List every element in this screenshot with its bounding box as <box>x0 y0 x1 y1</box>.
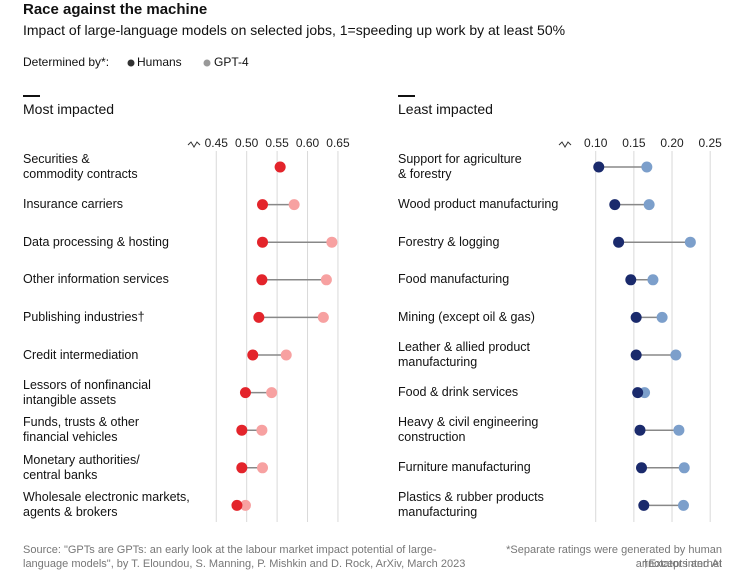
dot <box>257 462 269 474</box>
x-tick-label: 0.25 <box>699 136 723 150</box>
x-tick-label: 0.50 <box>235 136 259 150</box>
dot <box>256 424 268 436</box>
dot <box>643 199 655 211</box>
category-label: Data processing & hosting <box>23 234 169 249</box>
dot <box>641 161 653 173</box>
category-label: Leather & allied product manufacturing <box>398 340 531 369</box>
dot <box>593 161 605 173</box>
category-label: Mining (except oil & gas) <box>398 309 535 324</box>
dot <box>288 199 300 211</box>
title: Race against the machine <box>23 1 208 18</box>
dot <box>677 499 689 511</box>
dot <box>236 462 248 474</box>
dot <box>630 349 642 361</box>
dot <box>266 387 278 399</box>
subtitle: Impact of large-language models on selec… <box>23 22 566 38</box>
dot <box>625 274 637 286</box>
legend-entry: Humans <box>137 55 182 69</box>
panel-title: Most impacted <box>23 101 115 117</box>
x-tick-label: 0.60 <box>296 136 320 150</box>
x-tick-label: 0.55 <box>265 136 289 150</box>
panel-rule <box>398 95 415 97</box>
dot <box>634 424 646 436</box>
dot <box>257 236 269 248</box>
axis-break <box>558 141 572 148</box>
dot <box>280 349 292 361</box>
x-tick-label: 0.20 <box>660 136 684 150</box>
panel-rule <box>23 95 40 97</box>
panel-title: Least impacted <box>398 101 493 117</box>
dot <box>317 311 329 323</box>
category-label: Wood product manufacturing <box>398 197 559 212</box>
category-label: Furniture manufacturing <box>398 460 531 475</box>
dot <box>253 311 265 323</box>
dot <box>673 424 685 436</box>
legend-entry: GPT-4 <box>214 55 249 69</box>
category-label: Securities & commodity contracts <box>23 152 138 181</box>
dot <box>636 462 647 474</box>
category-label: Lessors of nonfinancial intangible asset… <box>23 377 151 407</box>
legend-dot <box>127 59 135 67</box>
category-label: Support for agriculture & forestry <box>398 152 522 181</box>
category-label: Forestry & logging <box>398 234 500 249</box>
x-tick-label: 0.65 <box>326 136 350 150</box>
dot <box>630 311 642 323</box>
dot <box>239 387 251 399</box>
dot <box>257 199 269 211</box>
dot <box>609 199 621 211</box>
category-label: Credit intermediation <box>23 347 139 362</box>
dot <box>256 274 268 286</box>
dot <box>236 424 248 436</box>
category-label: Other information services <box>23 272 169 287</box>
category-label: Wholesale electronic markets, agents & b… <box>23 490 190 520</box>
legend-dot <box>203 59 211 67</box>
dot <box>613 236 625 248</box>
note: *Separate ratings were generated by huma… <box>506 544 722 570</box>
legend-label: Determined by*: <box>23 55 110 69</box>
category-label: Food manufacturing <box>398 272 510 287</box>
dot <box>274 161 286 173</box>
category-label: Publishing industries† <box>23 309 145 324</box>
dot <box>231 499 243 511</box>
category-label: Insurance carriers <box>23 197 124 212</box>
dot <box>326 236 338 248</box>
category-label: Food & drink services <box>398 385 519 400</box>
dot <box>239 499 251 511</box>
dot <box>647 274 659 286</box>
dot <box>247 349 259 361</box>
source: Source: "GPTs are GPTs: an early look at… <box>23 544 466 570</box>
category-label: Heavy & civil engineering construction <box>398 415 539 445</box>
category-label: Funds, trusts & other financial vehicles <box>23 415 140 445</box>
axis-break <box>187 141 201 148</box>
dot <box>638 499 650 511</box>
dot <box>320 274 332 286</box>
category-label: Plastics & rubber products manufacturing <box>398 490 544 520</box>
note: †Except internet <box>642 558 723 570</box>
dot <box>632 387 644 399</box>
x-tick-label: 0.15 <box>622 136 646 150</box>
dot <box>684 236 696 248</box>
dot <box>656 311 668 323</box>
x-tick-label: 0.10 <box>584 136 608 150</box>
dot <box>670 349 682 361</box>
x-tick-label: 0.45 <box>205 136 229 150</box>
dot <box>678 462 690 474</box>
category-label: Monetary authorities/ central banks <box>23 452 140 482</box>
